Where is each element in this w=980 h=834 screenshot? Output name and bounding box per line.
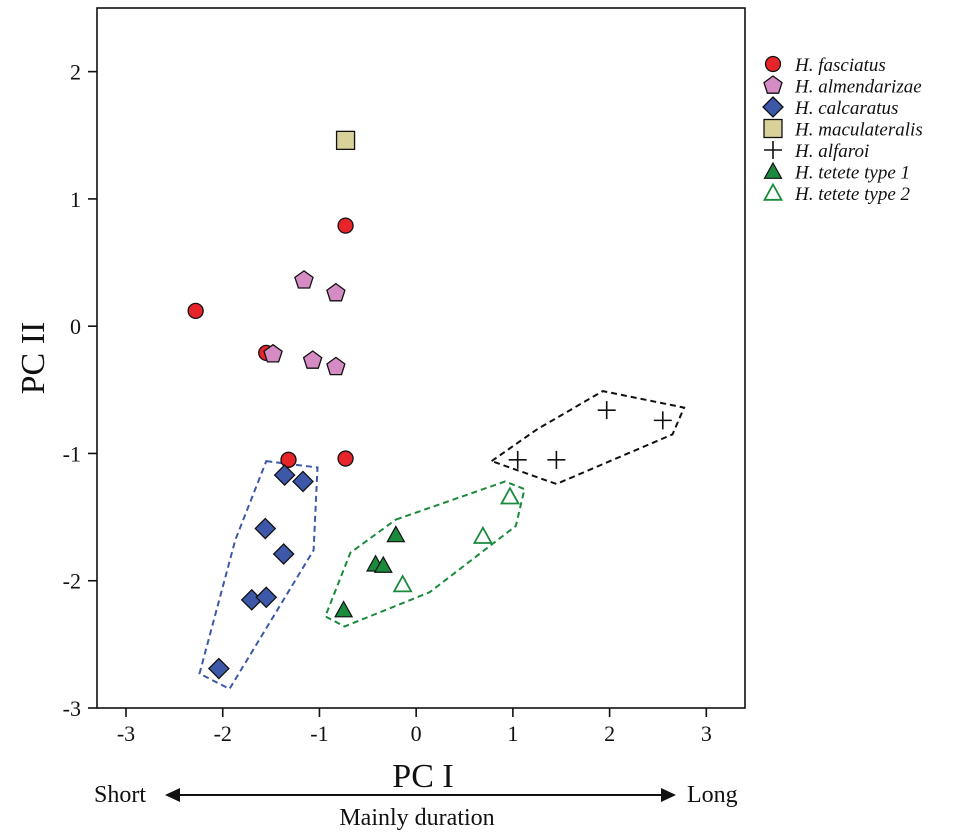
point-h-tetete-type-2 <box>392 574 413 593</box>
x-tick-label: -1 <box>310 721 328 746</box>
hull-h-tetete <box>324 480 526 628</box>
point-h-calcaratus <box>255 586 278 609</box>
point-h-calcaratus <box>292 470 314 493</box>
point-h-almendarizae <box>294 270 314 289</box>
x-axis-title: PC I <box>392 758 453 795</box>
point-h-calcaratus <box>207 657 230 680</box>
point-h-fasciatus <box>337 217 354 234</box>
point-h-fasciatus <box>280 451 297 468</box>
x-tick-label: -2 <box>214 721 232 746</box>
x-tick-label: 3 <box>701 721 712 746</box>
point-h-calcaratus <box>273 464 296 487</box>
x-tick-label: 2 <box>604 721 615 746</box>
hull-h-calcaratus <box>198 460 319 691</box>
points-layer <box>187 130 672 680</box>
point-h-alfaroi <box>508 450 527 469</box>
point-h-tetete-type-2 <box>472 525 493 544</box>
legend-label-h-fasciatus: H. fasciatus <box>794 55 886 76</box>
point-h-tetete-type-1 <box>386 525 406 543</box>
point-h-almendarizae <box>326 356 346 376</box>
y-tick-label: -3 <box>63 696 81 721</box>
hull-layer <box>198 390 686 691</box>
point-h-almendarizae <box>326 282 346 302</box>
x-tick-label: 0 <box>411 721 422 746</box>
point-h-almendarizae <box>302 350 323 369</box>
point-h-tetete-type-1 <box>334 600 354 618</box>
point-h-alfaroi <box>547 450 566 469</box>
point-h-alfaroi <box>653 411 672 430</box>
point-h-tetete-type-1 <box>373 555 393 573</box>
hull-h-alfaroi <box>489 390 686 486</box>
short-label: Short <box>94 782 146 808</box>
legend-label-h-maculateralis: H. maculateralis <box>794 120 923 141</box>
y-axis-title: PC II <box>15 322 52 395</box>
point-h-calcaratus <box>254 517 277 540</box>
legend-marker-h-almendarizae <box>763 75 783 94</box>
plot-frame <box>96 7 746 709</box>
legend-label-h-calcaratus: H. calcaratus <box>794 98 898 119</box>
legend-label-h-tetete-type-1: H. tetete type 1 <box>794 163 910 184</box>
y-tick-label: 2 <box>70 60 81 85</box>
point-h-fasciatus <box>187 302 204 320</box>
point-h-fasciatus <box>337 450 354 467</box>
duration-annotation: Short Long Mainly duration <box>94 782 738 831</box>
arrow-left-head <box>165 788 180 802</box>
y-tick-label: -2 <box>63 569 81 594</box>
x-tick-label: -3 <box>117 721 135 746</box>
point-h-almendarizae <box>263 343 283 363</box>
y-tick-label: 0 <box>70 314 81 339</box>
legend-marker-h-alfaroi <box>764 141 782 159</box>
x-axis-ticks: -3 -2 -1 0 1 2 3 <box>117 708 712 746</box>
legend-marker-h-maculateralis <box>763 118 783 139</box>
point-h-maculateralis <box>335 130 356 151</box>
legend-marker-h-calcaratus <box>762 96 784 118</box>
y-tick-label: -1 <box>63 441 81 466</box>
x-tick-label: 1 <box>507 721 518 746</box>
y-tick-label: 1 <box>70 187 81 212</box>
legend-marker-h-fasciatus <box>764 55 782 73</box>
legend-label-h-tetete-type-2: H. tetete type 2 <box>794 184 911 205</box>
legend-label-h-alfaroi: H. alfaroi <box>794 141 869 162</box>
legend-marker-h-tetete-type-2 <box>762 182 784 201</box>
arrow-right-head <box>661 788 676 802</box>
duration-caption: Mainly duration <box>339 805 494 831</box>
long-label: Long <box>687 782 738 808</box>
y-axis-ticks: -3 -2 -1 0 1 2 <box>63 60 97 721</box>
point-h-tetete-type-2 <box>499 486 521 505</box>
legend-marker-h-tetete-type-1 <box>763 161 783 179</box>
point-h-alfaroi <box>597 401 616 420</box>
point-h-calcaratus <box>272 543 295 565</box>
legend-label-h-almendarizae: H. almendarizae <box>794 77 922 98</box>
